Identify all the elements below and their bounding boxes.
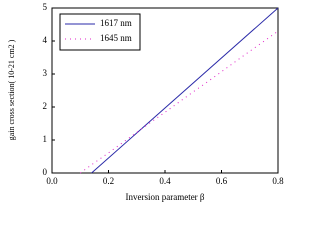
x-tick-label: 0.8	[272, 176, 284, 186]
x-axis-label: Inversion parameter β	[125, 192, 204, 202]
chart: Inversion parameter β gain cross section…	[7, 2, 284, 202]
x-tick-label: 0.6	[216, 176, 228, 186]
series-line	[79, 30, 279, 174]
y-tick-label: 1	[43, 134, 48, 144]
y-tick-label: 0	[43, 167, 48, 177]
legend-label: 1617 nm	[100, 18, 132, 28]
series-line	[91, 7, 279, 174]
x-tick-label: 0.2	[103, 176, 114, 186]
y-tick-label: 4	[43, 35, 48, 45]
legend-box	[59, 13, 141, 51]
x-tick-label: 0.4	[159, 176, 171, 186]
y-axis-label: gain cross section( 10-21 cm2 )	[7, 39, 16, 140]
y-tick-label: 5	[43, 2, 48, 12]
x-tick-label: 0.0	[46, 176, 58, 186]
legend-label: 1645 nm	[100, 33, 132, 43]
y-tick-label: 3	[43, 68, 48, 78]
y-tick-label: 2	[43, 101, 48, 111]
